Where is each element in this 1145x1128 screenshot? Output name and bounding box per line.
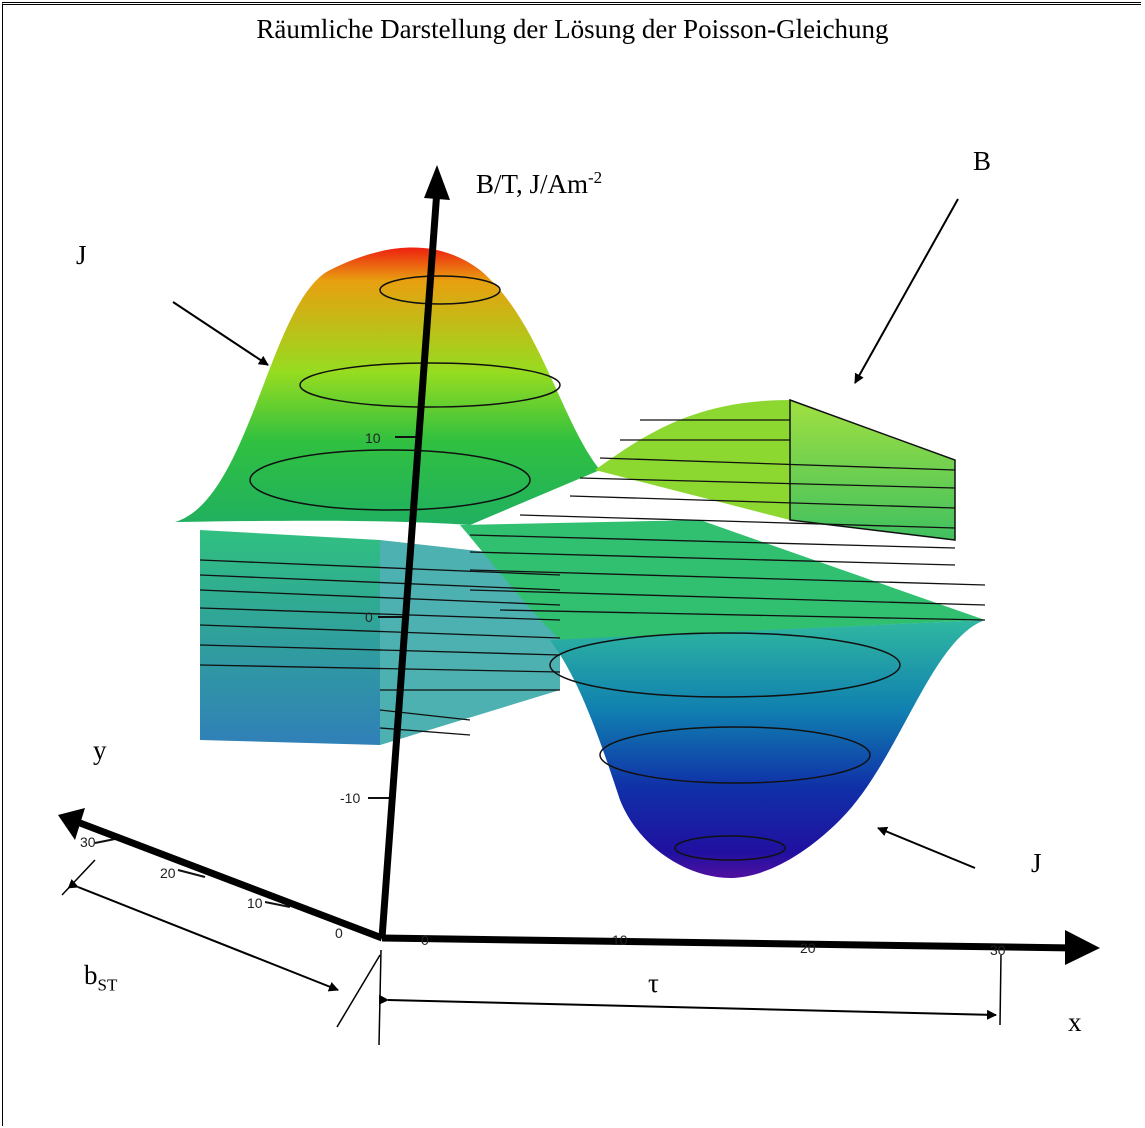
bst-ext-left — [61, 859, 96, 896]
y-axis-line — [78, 819, 384, 942]
x-axis-line — [381, 934, 1076, 952]
y-tick-10: 10 — [247, 895, 263, 911]
hill-contours — [249, 275, 561, 511]
hill-surface — [175, 247, 600, 525]
x-axis-label: x — [1068, 1007, 1082, 1037]
b-plateau-side — [790, 400, 955, 540]
y-axis-arrowhead — [58, 808, 85, 840]
v-tick-0: 0 — [365, 609, 373, 625]
bst-dimension — [67, 879, 339, 992]
valley-contours — [549, 632, 901, 861]
plateau-edges — [789, 398, 956, 541]
tau-label: τ — [648, 968, 659, 998]
x-tick-10: 10 — [612, 932, 628, 948]
tau-ext-right — [999, 954, 1002, 1026]
vertical-axis-line — [378, 189, 441, 939]
b-field-hatch — [199, 419, 986, 736]
y-tick-0: 0 — [335, 925, 343, 941]
arrow-b — [854, 198, 959, 384]
figure-title: Räumliche Darstellung der Lösung der Poi… — [256, 14, 889, 44]
v-tick-10: 10 — [365, 430, 381, 446]
y-tick-20: 20 — [160, 865, 176, 881]
v-tick-neg10: -10 — [340, 790, 360, 806]
x-tick-20: 20 — [800, 940, 816, 956]
middle-slope — [460, 520, 985, 640]
x-tick-30: 30 — [990, 942, 1006, 958]
tau-dimension — [378, 994, 997, 1020]
valley-surface — [550, 620, 985, 878]
annotation-j-left: J — [76, 240, 87, 270]
arrow-j-right — [877, 826, 976, 869]
bst-label: bST — [84, 960, 118, 995]
y-tick-30: 30 — [80, 834, 96, 850]
annotation-b: B — [973, 146, 992, 176]
left-front-wall — [200, 530, 380, 745]
y-axis-label: y — [93, 735, 107, 765]
x-tick-0: 0 — [421, 932, 429, 948]
bst-ext-right — [336, 954, 381, 1028]
tick-labels: 10 0 -10 0 10 20 30 30 20 10 0 — [80, 430, 1006, 958]
annotation-j-right: J — [1031, 848, 1042, 878]
vertical-axis-label: B/T, J/Am-2 — [476, 168, 603, 199]
x-axis-arrowhead — [1065, 930, 1100, 965]
vertical-axis-arrowhead — [424, 165, 450, 200]
arrow-j-left — [172, 301, 269, 366]
tau-ext-left — [378, 949, 382, 1046]
